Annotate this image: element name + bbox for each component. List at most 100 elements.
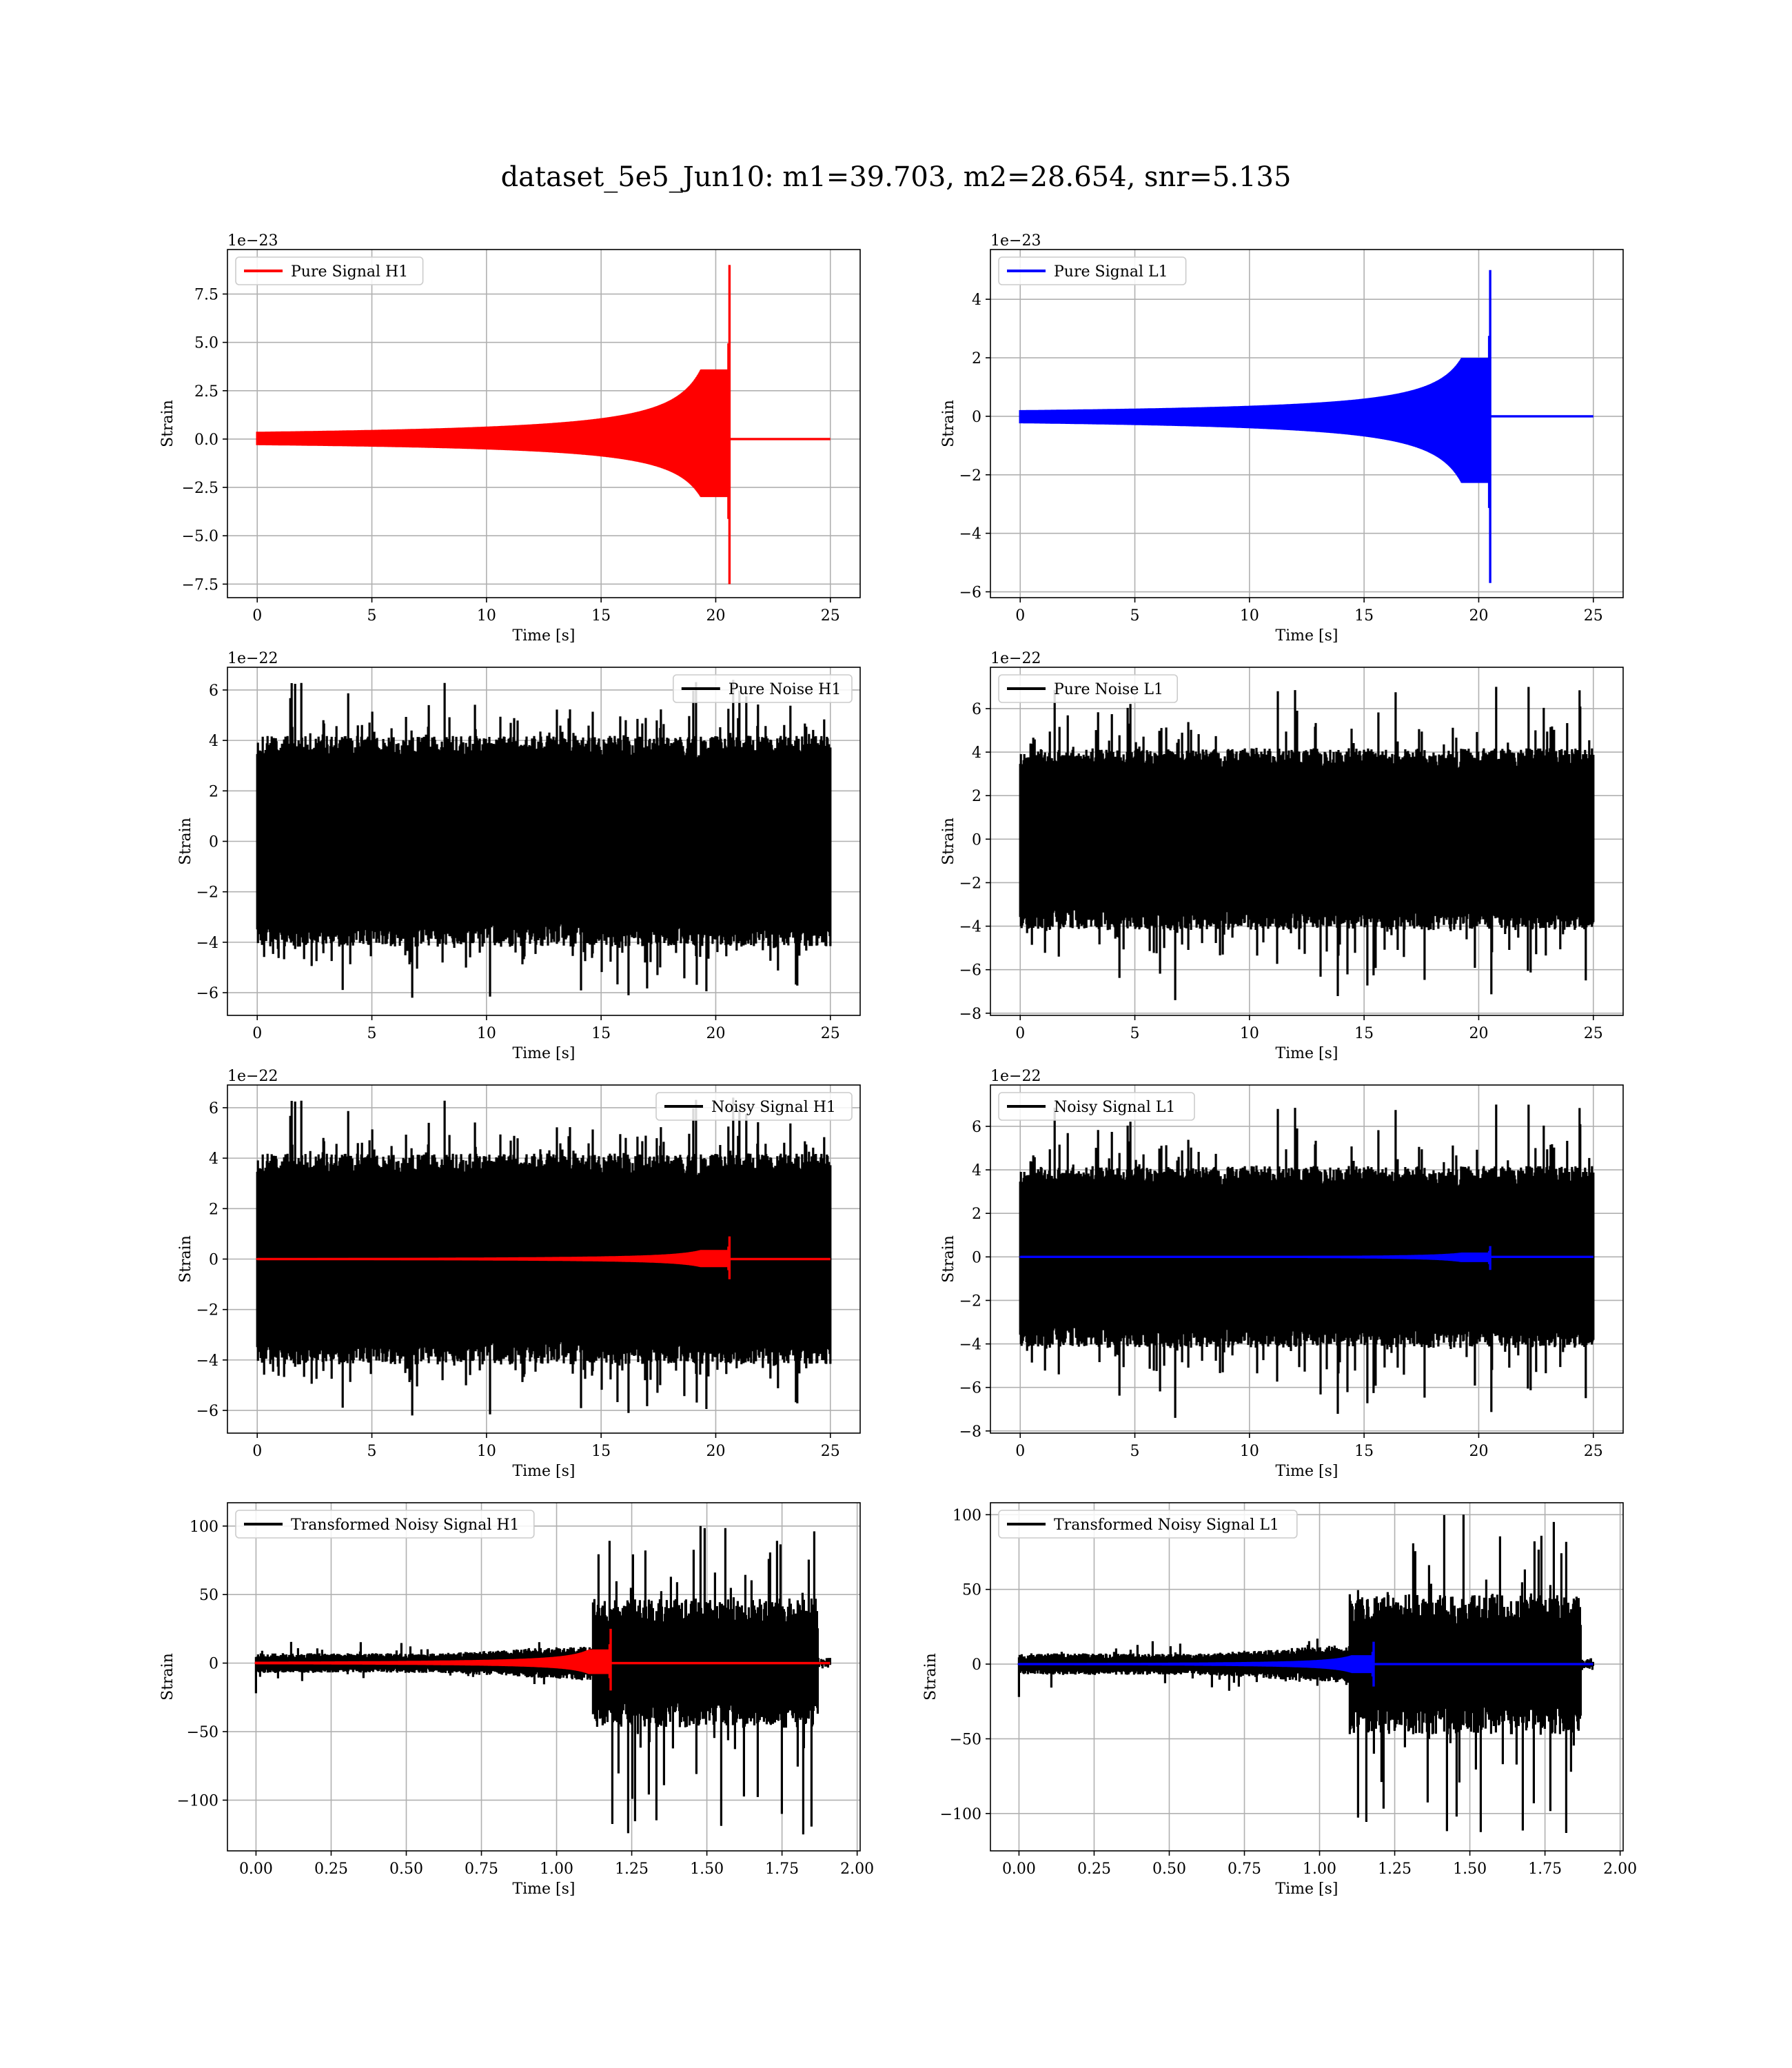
legend: Pure Noise L1 (998, 674, 1179, 703)
legend-label: Transformed Noisy Signal H1 (291, 1517, 520, 1534)
y-tick-label: −8 (959, 1423, 981, 1441)
y-tick-label: 6 (972, 701, 981, 718)
y-tick-label: −6 (959, 962, 981, 980)
y-axis-label: Strain (159, 1653, 176, 1701)
legend: Transformed Noisy Signal L1 (998, 1510, 1298, 1539)
x-tick-label: 10 (1240, 607, 1259, 625)
y-axis-label: Strain (940, 818, 957, 865)
subplot-4: 0 5 10 15 20 25 −8 −6 −4 −2 0 2 4 6 Time [s] Strain 1e−2… (940, 650, 1624, 1062)
x-tick-label: 25 (1584, 1443, 1603, 1460)
x-axis-label: Time [s] (1275, 627, 1338, 645)
legend-box (998, 256, 1187, 285)
x-tick-label: 20 (1469, 1025, 1488, 1042)
y-tick-label: −100 (940, 1806, 981, 1823)
y-tick-label: −7.5 (182, 576, 218, 594)
axes-frame (990, 667, 1624, 1016)
y-axis-label: Strain (177, 1235, 194, 1283)
x-tick-label: 15 (1354, 607, 1374, 625)
y-tick-label: 0 (972, 409, 981, 426)
y-tick-label: 100 (953, 1507, 981, 1524)
x-tick-label: 20 (706, 1443, 725, 1460)
y-tick-label: 4 (972, 292, 981, 309)
legend: Pure Noise H1 (672, 674, 853, 703)
series-chirp (1019, 270, 1491, 583)
figure-title: dataset_5e5_Jun10: m1=39.703, m2=28.654,… (501, 161, 1292, 193)
subplot-2: 0 5 10 15 20 25 −6 −4 −2 0 2 4 Time [s] Strain 1e−23 Pu… (940, 232, 1624, 645)
y-axis-label: Strain (922, 1653, 939, 1701)
x-tick-label: 0 (252, 1443, 262, 1460)
x-tick-label: 0 (1015, 1443, 1025, 1460)
legend-label: Pure Signal L1 (1054, 263, 1168, 281)
subplot-3: 0 5 10 15 20 25 −6 −4 −2 0 2 4 6 Time [s] Strain 1e−22 P… (177, 650, 861, 1062)
series-line (256, 680, 832, 998)
y-tick-label: 7.5 (194, 287, 218, 304)
x-tick-label: 10 (1240, 1443, 1259, 1460)
subplot-8: 0.00 0.25 0.50 0.75 1.00 1.25 1.50 1.75 2.00 −100… (922, 1502, 1637, 1898)
y-axis-label: Strain (159, 400, 176, 447)
series-chirp (254, 1628, 612, 1691)
y-tick-label: 5.0 (194, 335, 218, 352)
legend: Transformed Noisy Signal H1 (235, 1510, 535, 1539)
x-tick-label: 2.00 (840, 1861, 874, 1878)
legend-box (998, 674, 1179, 703)
y-tick-label: −6 (196, 1403, 218, 1420)
y-tick-label: 2 (209, 783, 218, 800)
axes-frame (990, 1084, 1624, 1434)
legend: Noisy Signal H1 (655, 1092, 853, 1121)
x-axis-label: Time [s] (512, 1045, 575, 1062)
x-axis-label: Time [s] (512, 627, 575, 645)
y-tick-label: 6 (972, 1119, 981, 1136)
x-tick-label: 0 (252, 1025, 262, 1042)
legend-label: Pure Signal H1 (291, 263, 408, 281)
x-tick-label: 25 (1584, 1025, 1603, 1042)
axes-frame (990, 249, 1624, 598)
x-tick-label: 20 (1469, 607, 1488, 625)
y-tick-label: −6 (959, 1380, 981, 1397)
x-tick-label: 25 (821, 1443, 840, 1460)
y-tick-label: 0 (972, 1656, 981, 1674)
series-chirp (1017, 1641, 1375, 1687)
y-tick-label: −2 (959, 1292, 981, 1310)
y-tick-label: −4 (196, 1352, 218, 1370)
x-tick-label: 15 (591, 1025, 611, 1042)
y-tick-label: −50 (187, 1724, 218, 1741)
x-tick-label: 1.25 (1378, 1861, 1412, 1878)
y-offset-text: 1e−22 (990, 650, 1041, 667)
y-axis-label: Strain (940, 1235, 957, 1283)
y-axis-label: Strain (940, 400, 957, 447)
y-tick-label: −6 (196, 985, 218, 1002)
legend-label: Noisy Signal H1 (711, 1099, 836, 1116)
series-layer (256, 680, 832, 998)
x-tick-label: 25 (821, 1025, 840, 1042)
y-tick-label: 0 (209, 1252, 218, 1269)
y-tick-label: 2.5 (194, 383, 218, 401)
x-tick-label: 1.00 (1303, 1861, 1336, 1878)
y-tick-label: −50 (950, 1731, 981, 1748)
x-axis-label: Time [s] (1275, 1045, 1338, 1062)
x-tick-label: 0.25 (1077, 1861, 1111, 1878)
y-tick-label: −2.5 (182, 480, 218, 497)
y-offset-text: 1e−23 (227, 232, 278, 250)
y-tick-label: −4 (196, 935, 218, 952)
series-chirp (256, 1236, 731, 1279)
legend: Pure Signal H1 (235, 256, 424, 285)
legend-label: Pure Noise L1 (1054, 681, 1163, 698)
y-tick-label: 4 (972, 1162, 981, 1179)
y-tick-label: 50 (199, 1587, 218, 1604)
y-tick-label: 2 (209, 1201, 218, 1218)
x-tick-label: 0.75 (1228, 1861, 1261, 1878)
x-tick-label: 0.00 (239, 1861, 273, 1878)
series-layer (1017, 1514, 1594, 1833)
series-layer (254, 1525, 831, 1835)
y-tick-label: −2 (196, 884, 218, 902)
axes-frame (227, 1502, 861, 1852)
x-tick-label: 20 (706, 607, 725, 625)
y-tick-label: 0.0 (194, 432, 218, 449)
series-layer (1019, 270, 1594, 583)
x-tick-label: 0 (1015, 1025, 1025, 1042)
y-tick-label: 4 (972, 744, 981, 762)
series-chirp (256, 265, 731, 585)
y-tick-label: −2 (959, 467, 981, 485)
